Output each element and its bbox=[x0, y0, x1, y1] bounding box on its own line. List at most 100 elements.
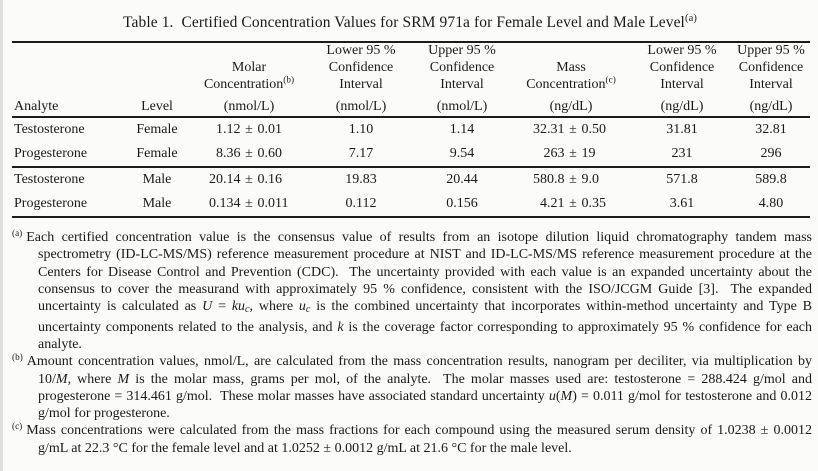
footnote-text: is the molar mass, grams per mol, of the… bbox=[38, 371, 812, 404]
footnote-text: u bbox=[548, 388, 556, 404]
footnote-text: U bbox=[202, 299, 213, 315]
header-molar-lower-ci: Lower 95 % Confidence Interval (nmol/L) bbox=[308, 42, 414, 117]
footnote-text: Mass concentrations were calculated from… bbox=[26, 423, 812, 456]
footnote-ref-b: (b) bbox=[283, 73, 295, 84]
cell-mass-upper-ci: 589.8 bbox=[755, 172, 787, 188]
cell-molar-lower-ci: 1.10 bbox=[348, 122, 374, 138]
cell-molar-concentration: 0.134 ±0.011 bbox=[209, 196, 289, 212]
cell-mass-concentration: 4.21 ±0.35 bbox=[540, 196, 606, 212]
cell-molar-concentration: 8.36 ±0.60 bbox=[216, 146, 282, 162]
cell-molar-upper-ci: 9.54 bbox=[449, 146, 475, 162]
cell-molar-lower-ci: 0.112 bbox=[345, 196, 377, 212]
header-label: Upper 95 % Confidence Interval bbox=[428, 43, 496, 92]
header-label: Level bbox=[141, 99, 173, 115]
plus-minus-sign: ± bbox=[245, 196, 253, 212]
footnotes: (a) Each certified concentration value is… bbox=[12, 227, 812, 457]
table-header: Analyte Level Molar Concentration(b) (nm… bbox=[12, 42, 810, 118]
header-mass-lower-ci: Lower 95 % Confidence Interval (ng/dL) bbox=[632, 42, 732, 117]
header-molar-concentration: Molar Concentration(b) (nmol/L) bbox=[190, 42, 308, 117]
footnote-marker: (a) bbox=[12, 227, 23, 238]
footnote-marker: (b) bbox=[12, 351, 23, 362]
table-title: Table 1. Certified Concentration Values … bbox=[12, 12, 808, 32]
plus-minus-sign: ± bbox=[569, 122, 577, 138]
header-label: Analyte bbox=[14, 99, 59, 115]
footnote-marker: (c) bbox=[12, 420, 23, 431]
footnote-text: Each certified concentration value is th… bbox=[26, 230, 812, 315]
header-molar-upper-ci: Upper 95 % Confidence Interval (nmol/L) bbox=[414, 42, 510, 117]
cell-molar-lower-ci: 7.17 bbox=[348, 146, 374, 162]
footnote-text: c bbox=[305, 304, 311, 316]
footnote-text: , where bbox=[249, 299, 299, 315]
footnote-1: (a) Each certified concentration value is… bbox=[12, 227, 812, 353]
footnote-text: M bbox=[117, 371, 130, 387]
footnote-text: c bbox=[245, 304, 250, 316]
footnote-text: ) = 0.011 g/mol for testosterone and 0.0… bbox=[38, 388, 812, 422]
plus-minus-sign: ± bbox=[245, 146, 253, 162]
header-mass-concentration: Mass Concentration(c) (ng/dL) bbox=[510, 42, 632, 117]
cell-analyte: Progesterone bbox=[14, 196, 88, 212]
header-label: Mass Concentration(c) bbox=[526, 59, 616, 92]
cell-molar-upper-ci: 20.44 bbox=[446, 172, 478, 188]
cell-mass-concentration: 263 ±19 bbox=[543, 146, 596, 162]
table-row: Progesterone Male 0.134 ±0.011 0.112 0.15… bbox=[12, 192, 810, 217]
cell-mass-upper-ci: 32.81 bbox=[755, 122, 787, 138]
header-mass-upper-ci: Upper 95 % Confidence Interval (ng/dL) bbox=[732, 42, 810, 117]
table-title-text: Table 1. Certified Concentration Values … bbox=[123, 14, 685, 31]
footnote-text: ku bbox=[231, 299, 246, 315]
plus-minus-sign: ± bbox=[569, 146, 577, 162]
cell-analyte: Progesterone bbox=[14, 146, 88, 162]
footnote-text: M bbox=[560, 388, 573, 404]
cell-molar-lower-ci: 19.83 bbox=[345, 172, 377, 188]
cell-mass-lower-ci: 3.61 bbox=[669, 196, 695, 212]
table-row: Testosterone Female 1.12 ±0.01 1.10 1.14 … bbox=[12, 117, 810, 142]
footnote-text: M bbox=[55, 371, 68, 387]
header-level: Level bbox=[124, 42, 190, 117]
header-label: Molar Concentration(b) bbox=[203, 59, 295, 92]
certified-values-table: Analyte Level Molar Concentration(b) (nm… bbox=[12, 41, 810, 219]
header-unit: (ng/dL) bbox=[660, 99, 704, 115]
header-unit: (ng/dL) bbox=[749, 99, 793, 115]
cell-analyte: Testosterone bbox=[14, 122, 85, 138]
cell-level: Female bbox=[136, 146, 178, 162]
footnote-ref-c: (c) bbox=[605, 73, 616, 84]
cell-mass-upper-ci: 4.80 bbox=[758, 196, 784, 212]
document-page: Table 1. Certified Concentration Values … bbox=[12, 12, 812, 457]
header-label: Lower 95 % Confidence Interval bbox=[326, 43, 396, 92]
table-row: Progesterone Female 8.36 ±0.60 7.17 9.54 … bbox=[12, 142, 810, 167]
header-unit: (nmol/L) bbox=[223, 99, 275, 115]
cell-mass-lower-ci: 231 bbox=[671, 146, 693, 162]
header-unit: (ng/dL) bbox=[549, 99, 593, 115]
cell-mass-lower-ci: 31.81 bbox=[666, 122, 698, 138]
footnote-2: (b) Amount concentration values, nmol/L, … bbox=[12, 351, 812, 422]
header-unit: (nmol/L) bbox=[436, 99, 488, 115]
table-title-footnote-ref: (a) bbox=[684, 12, 697, 24]
footnote-text: ( bbox=[555, 388, 561, 404]
footnote-3: (c) Mass concentrations were calculated f… bbox=[12, 420, 812, 457]
cell-mass-concentration: 580.8 ±9.0 bbox=[533, 172, 599, 188]
cell-mass-concentration: 32.31 ±0.50 bbox=[533, 122, 606, 138]
footnote-text: Amount concentration values, nmol/L, are… bbox=[26, 354, 812, 387]
header-unit: (nmol/L) bbox=[335, 99, 387, 115]
header-label: Upper 95 % Confidence Interval bbox=[737, 43, 805, 92]
scan-edge-artifact bbox=[0, 0, 3, 471]
table-row: Testosterone Male 20.14 ±0.16 19.83 20.44… bbox=[12, 167, 810, 192]
cell-mass-lower-ci: 571.8 bbox=[666, 172, 698, 188]
cell-molar-concentration: 20.14 ±0.16 bbox=[209, 172, 282, 188]
plus-minus-sign: ± bbox=[245, 172, 253, 188]
footnote-text: k bbox=[337, 319, 344, 335]
cell-level: Male bbox=[142, 196, 172, 212]
header-analyte: Analyte bbox=[12, 42, 124, 117]
cell-molar-upper-ci: 1.14 bbox=[449, 122, 475, 138]
footnote-text: = bbox=[212, 299, 232, 315]
plus-minus-sign: ± bbox=[245, 122, 253, 138]
header-label: Lower 95 % Confidence Interval bbox=[647, 43, 717, 92]
cell-molar-concentration: 1.12 ±0.01 bbox=[216, 122, 282, 138]
plus-minus-sign: ± bbox=[569, 196, 577, 212]
footnote-text: u bbox=[298, 299, 306, 315]
cell-level: Male bbox=[142, 172, 172, 188]
cell-molar-upper-ci: 0.156 bbox=[446, 196, 478, 212]
plus-minus-sign: ± bbox=[569, 172, 577, 188]
footnote-text: is the combined uncertainty that incorpo… bbox=[38, 299, 812, 335]
cell-analyte: Testosterone bbox=[14, 172, 85, 188]
cell-level: Female bbox=[136, 122, 178, 138]
